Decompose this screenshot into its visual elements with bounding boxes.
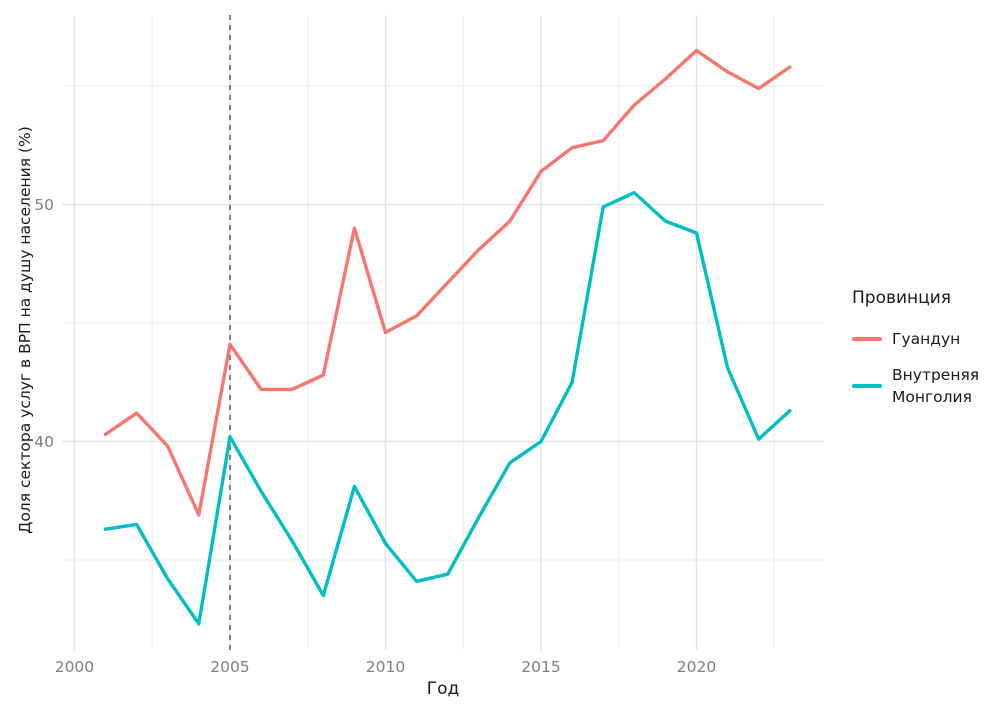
y-tick-label: 40 [34,433,54,451]
x-axis-title: Год [426,679,460,699]
x-tick-label: 2010 [366,658,405,676]
legend-entries: Гуандун Внутреняя Монголия [852,328,990,408]
inner-mongolia-line-swatch-icon [852,383,882,389]
x-tick-label: 2005 [210,658,249,676]
legend: Провинция Гуандун Внутреняя Монголия [852,288,990,408]
legend-label: Внутреняя Монголия [892,366,980,406]
y-axis-title: Доля сектора услуг в ВРП на душу населен… [16,126,34,534]
legend-entry-guangdong: Гуандун [852,328,990,350]
x-tick-label: 2000 [55,658,94,676]
series-line-guangdong [103,48,792,517]
guangdong-line-swatch-icon [852,336,882,342]
series-line-inner-mongolia [103,190,792,626]
y-tick-label: 50 [34,196,54,214]
x-tick-label: 2020 [677,658,716,676]
legend-entry-inner-mongolia: Внутреняя Монголия [852,364,990,408]
legend-title: Провинция [852,288,952,308]
legend-label: Гуандун [892,330,961,348]
x-tick-label: 2015 [521,658,560,676]
